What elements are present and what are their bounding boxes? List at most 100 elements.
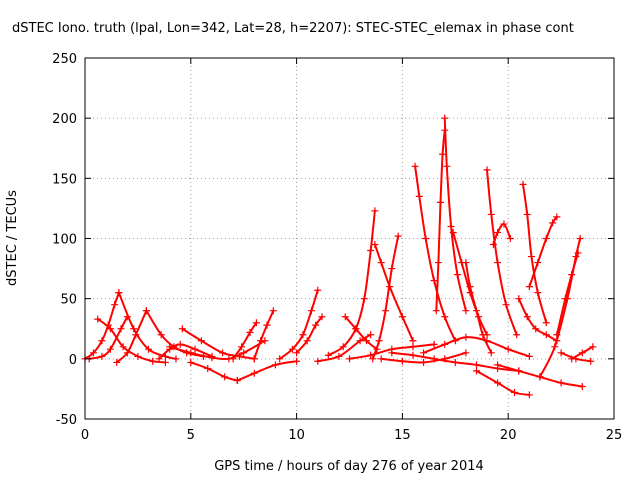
data-point [441,114,449,122]
y-tick-label: 0 [69,353,77,368]
data-point [542,331,550,339]
series-32 [553,249,582,339]
series-2 [115,289,180,363]
data-point [293,357,301,365]
data-point [578,349,586,357]
series-line [278,289,319,360]
data-point [472,361,480,369]
data-point [441,313,449,321]
data-point [494,379,502,387]
data-point [221,373,229,381]
data-point [574,249,582,257]
data-point [523,210,531,218]
series-line [232,321,258,360]
series-line [236,360,298,382]
y-tick-label: -50 [56,413,77,428]
series-12 [229,319,260,363]
data-point [346,355,353,363]
data-point [500,220,508,228]
data-point [388,345,396,353]
data-point [462,259,470,267]
data-point [288,345,296,353]
data-point [527,253,535,261]
data-point [409,337,417,345]
x-tick-label: 15 [394,428,411,443]
series-5 [113,307,150,366]
data-point [238,343,246,351]
data-point [367,247,375,255]
gridlines [85,58,614,419]
y-tick-label: 100 [52,233,77,248]
data-point [489,241,497,249]
data-point [142,307,150,315]
series-10 [187,358,241,384]
data-point [422,235,430,242]
data-point [208,354,216,362]
data-point [462,333,470,341]
x-tick-label: 0 [81,428,89,443]
data-point [113,358,121,366]
data-point [430,277,438,285]
data-point [534,259,542,267]
data-point [462,307,470,315]
data-point [341,313,349,321]
data-point [130,325,138,333]
data-point [409,343,417,351]
data-point [479,331,487,339]
data-point [307,307,315,315]
series-line [555,251,579,336]
data-point [432,307,440,315]
data-point [487,210,495,218]
data-point [430,340,438,348]
data-point [525,391,533,399]
data-point [388,265,396,273]
data-point [375,337,383,345]
series-36 [494,361,586,391]
data-point [263,321,271,329]
data-point [161,352,169,360]
series-26 [483,166,521,339]
data-series [81,114,597,399]
data-point [187,358,195,366]
data-point [257,337,265,345]
data-point [572,355,580,363]
data-point [250,355,258,363]
data-point [487,349,495,357]
data-point [449,228,457,236]
data-point [398,357,406,365]
data-point [144,345,152,353]
y-tick-label: 250 [52,52,77,67]
data-point [117,325,125,333]
data-point [115,289,123,297]
data-point [356,337,364,345]
data-point [149,357,157,365]
series-21 [411,162,459,345]
data-point [553,331,561,339]
data-point [525,352,533,360]
chart-title: dSTEC Iono. truth (lpal, Lon=342, Lat=28… [12,21,574,36]
series-40 [420,333,533,360]
data-point [447,222,455,230]
data-point [525,283,533,291]
data-point [219,349,227,357]
data-point [587,357,595,365]
series-13 [250,307,277,363]
data-point [229,355,237,363]
data-point [551,343,559,351]
data-point [542,319,550,327]
data-point [439,150,447,158]
data-point [246,328,254,336]
series-29 [515,295,561,345]
series-line [422,336,531,358]
series-line [115,309,148,364]
data-point [276,355,284,363]
data-point [451,358,459,366]
data-point [157,331,165,339]
axis-ticks: 0 5 10 15 20 25 -50 0 50 100 150 200 250 [52,52,622,443]
data-point [494,259,502,267]
data-point [197,337,205,345]
data-point [240,349,248,357]
data-point [293,349,301,357]
data-point [94,315,102,323]
data-point [557,349,565,357]
